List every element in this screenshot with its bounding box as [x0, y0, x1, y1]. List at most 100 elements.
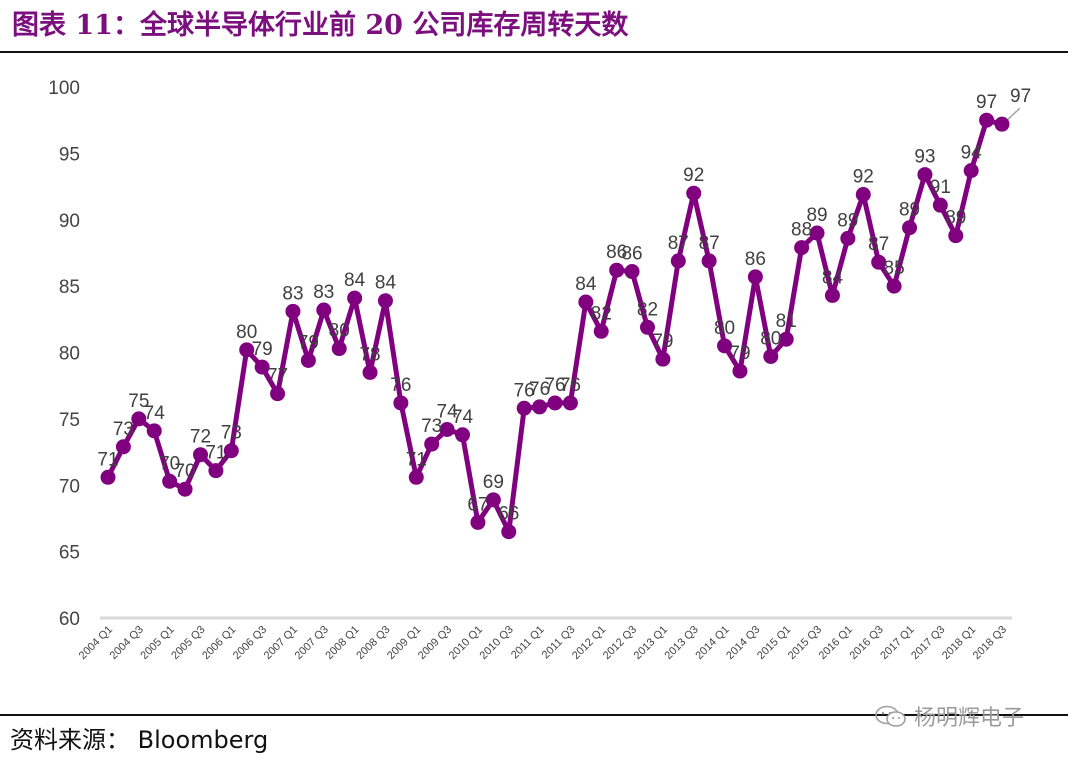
data-point: [578, 294, 594, 310]
data-point: [701, 253, 717, 269]
data-label: 97: [976, 92, 997, 113]
data-label: 75: [128, 391, 149, 412]
data-label: 97: [1010, 86, 1031, 107]
data-point: [393, 395, 409, 411]
data-label: 87: [668, 233, 689, 254]
data-label: 76: [390, 375, 411, 396]
data-point: [532, 399, 548, 415]
data-label: 82: [591, 303, 612, 324]
data-point: [208, 463, 224, 479]
last-label-leader-line: [1005, 107, 1021, 122]
data-point: [932, 197, 948, 213]
data-point: [948, 228, 964, 244]
data-label: 91: [930, 177, 951, 198]
data-point: [300, 352, 316, 368]
data-label: 82: [637, 299, 658, 320]
data-point: [732, 363, 748, 379]
data-label: 73: [421, 416, 442, 437]
source-note: 资料来源： Bloomberg: [10, 726, 269, 754]
data-label: 79: [252, 339, 273, 360]
data-point: [670, 253, 686, 269]
data-point: [377, 293, 393, 309]
data-label: 76: [560, 375, 581, 396]
data-point: [501, 524, 517, 540]
data-label: 84: [344, 270, 366, 291]
data-point: [439, 421, 455, 437]
data-point: [747, 269, 763, 285]
data-point: [424, 436, 440, 452]
data-label: 84: [375, 273, 397, 294]
data-label: 80: [760, 328, 781, 349]
x-tick-label: 2011 Q1: [509, 624, 547, 662]
data-label: 83: [282, 283, 303, 304]
data-label: 83: [313, 282, 334, 303]
data-point: [763, 348, 779, 364]
data-label: 76: [544, 375, 565, 396]
data-point: [717, 338, 733, 354]
data-point: [162, 473, 178, 489]
data-point: [547, 395, 563, 411]
data-point: [316, 302, 332, 318]
data-label: 66: [498, 504, 519, 525]
data-point: [655, 351, 671, 367]
data-point: [855, 187, 871, 203]
data-label: 73: [221, 423, 242, 444]
data-label: 92: [853, 167, 874, 188]
data-label: 88: [791, 220, 812, 241]
data-label: 70: [159, 453, 180, 474]
y-axis-ticks: 60 65 70 75 80 85 90 95 100: [48, 78, 80, 630]
data-label: 86: [621, 244, 642, 265]
data-label: 94: [961, 143, 983, 164]
data-point: [917, 167, 933, 183]
data-point: [331, 341, 347, 357]
data-label: 86: [606, 242, 627, 263]
data-label: 73: [113, 419, 134, 440]
data-label: 84: [822, 267, 844, 288]
data-label: 80: [329, 321, 350, 342]
data-point: [285, 303, 301, 319]
y-tick-label: 75: [59, 410, 80, 431]
data-point: [100, 469, 116, 485]
data-point: [840, 230, 856, 246]
data-label: 86: [745, 249, 766, 270]
data-label: 87: [868, 234, 889, 255]
data-label: 87: [699, 233, 720, 254]
data-label: 92: [683, 165, 704, 186]
x-tick-label: 2010 Q3: [478, 624, 516, 662]
y-tick-label: 90: [59, 211, 80, 232]
data-label: 89: [945, 208, 966, 229]
wechat-icon: [875, 705, 906, 727]
data-label: 76: [514, 380, 535, 401]
y-tick-label: 60: [59, 609, 80, 630]
data-point: [979, 112, 995, 128]
data-point: [902, 220, 918, 236]
data-label: 72: [190, 427, 211, 448]
data-labels: 7173757470707271738079778379838084788476…: [97, 86, 1031, 525]
data-point: [994, 116, 1010, 132]
y-tick-label: 65: [59, 543, 80, 564]
data-point: [192, 447, 208, 463]
data-point: [871, 254, 887, 270]
bottom-rule: [0, 714, 1068, 716]
data-label: 77: [267, 366, 288, 387]
data-point: [223, 443, 239, 459]
data-label: 80: [236, 322, 257, 343]
data-point: [593, 323, 609, 339]
data-label: 71: [97, 449, 118, 470]
data-point: [686, 185, 702, 201]
data-point: [639, 319, 655, 335]
data-label: 80: [714, 318, 735, 339]
data-point: [562, 395, 578, 411]
watermark-text: 杨明辉电子: [914, 706, 1025, 731]
y-tick-label: 100: [48, 78, 80, 99]
watermark: 杨明辉电子: [874, 700, 1024, 732]
data-point: [146, 423, 162, 439]
data-label: 70: [174, 461, 195, 482]
data-label: 89: [806, 205, 827, 226]
data-point: [177, 481, 193, 497]
data-label: 76: [529, 379, 550, 400]
data-point: [624, 264, 640, 280]
data-point: [455, 427, 471, 443]
